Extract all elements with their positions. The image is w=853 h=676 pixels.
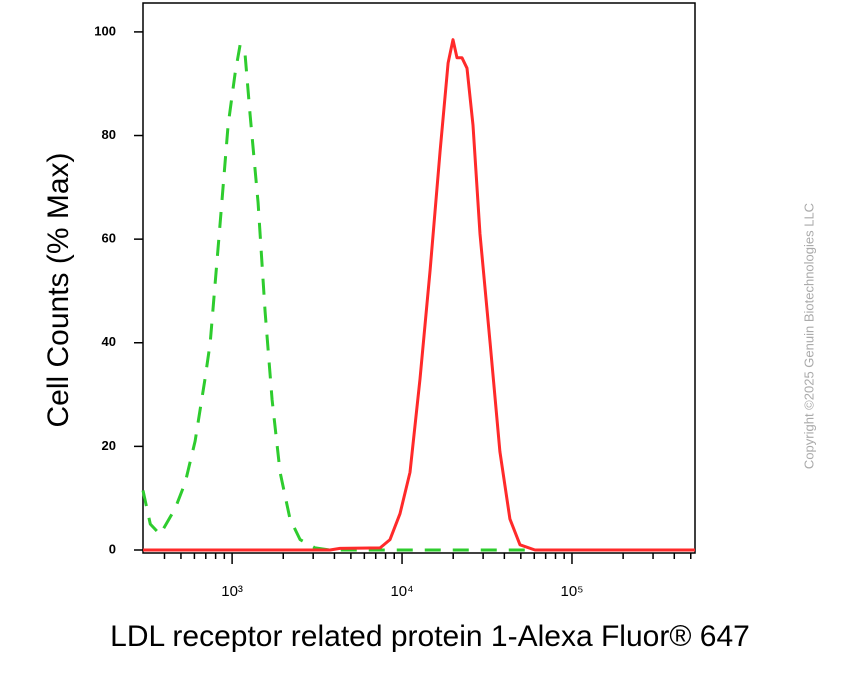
x-tick-label: 10⁵ bbox=[561, 583, 584, 600]
y-tick-label: 40 bbox=[102, 334, 116, 349]
copyright: Copyright ©2025 Genuin Biotechnologies L… bbox=[801, 203, 816, 469]
y-tick-label: 100 bbox=[94, 23, 116, 38]
y-axis-title: Cell Counts (% Max) bbox=[42, 152, 75, 427]
histogram-line bbox=[141, 43, 695, 552]
x-tick-label: 10³ bbox=[221, 583, 243, 600]
y-tick-label: 20 bbox=[102, 438, 116, 453]
y-tick-label: 0 bbox=[109, 541, 116, 556]
histogram-line bbox=[143, 38, 695, 552]
x-tick-label: 10⁴ bbox=[390, 583, 413, 600]
x-axis-title: LDL receptor related protein 1-Alexa Flu… bbox=[110, 620, 750, 653]
plot-frame bbox=[142, 2, 696, 554]
y-tick-label: 80 bbox=[102, 127, 116, 142]
y-tick-label: 60 bbox=[102, 231, 116, 246]
